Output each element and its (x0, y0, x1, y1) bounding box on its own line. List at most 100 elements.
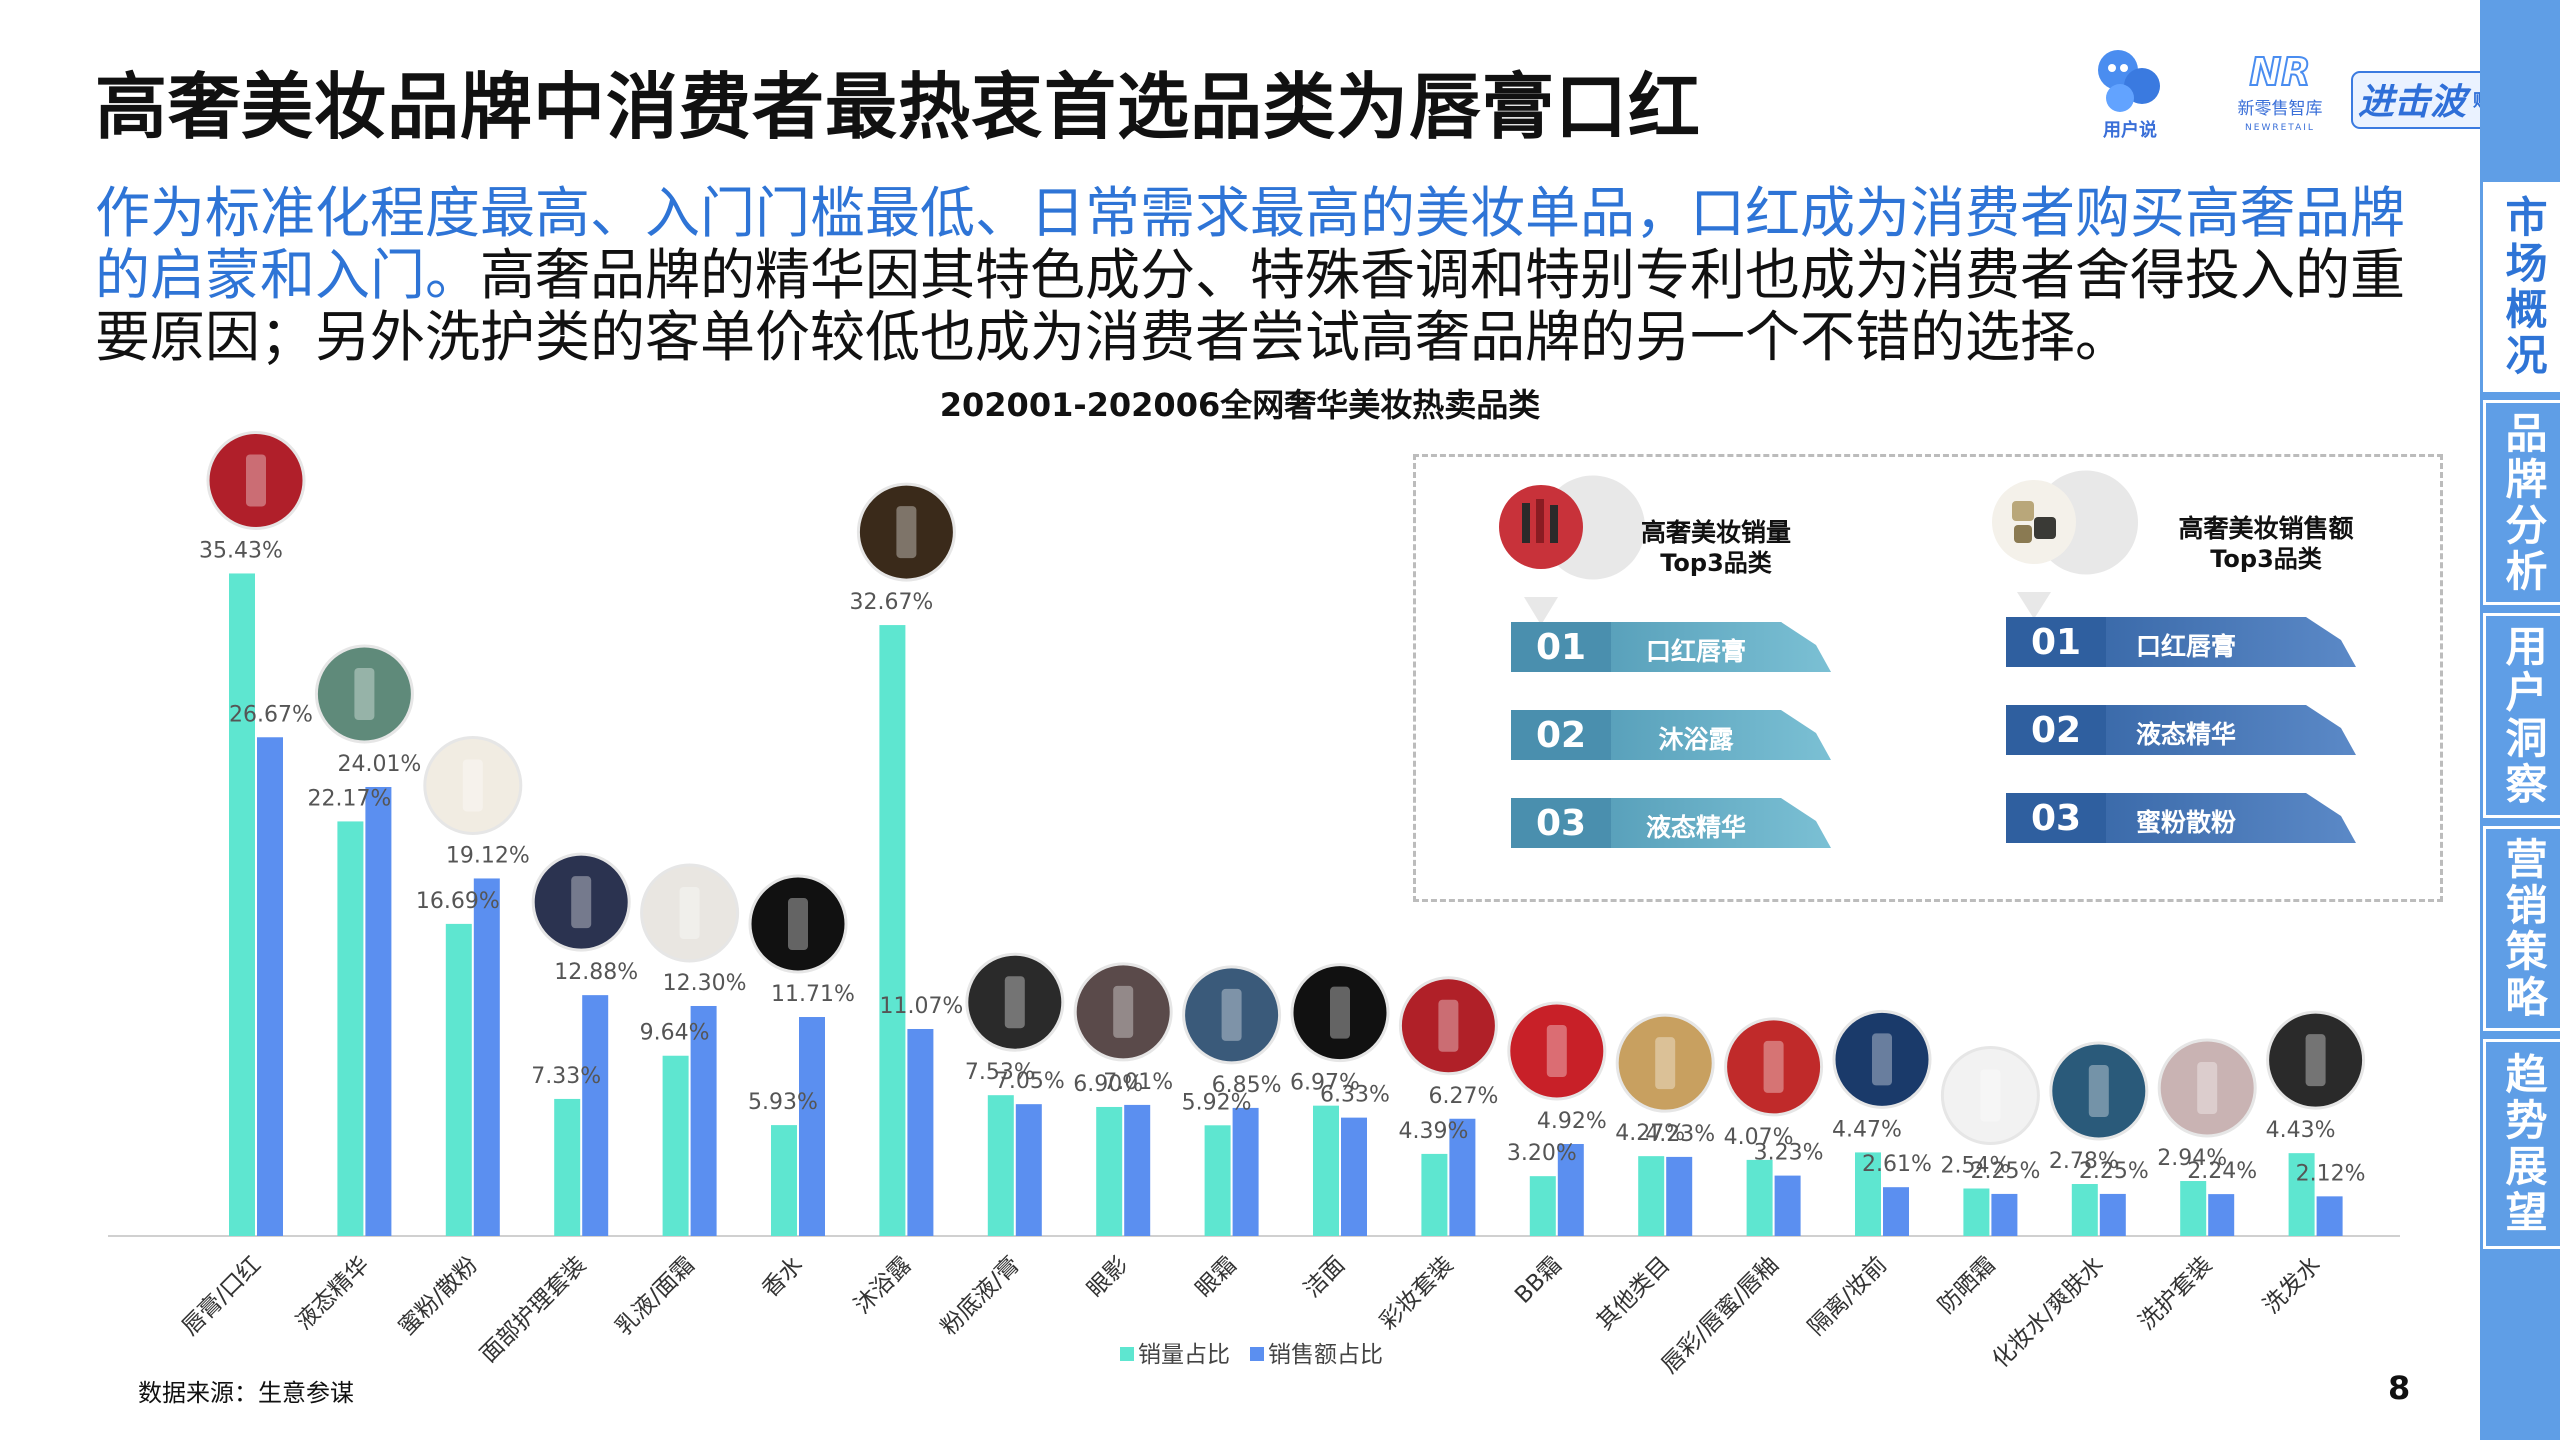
volume-value-label: 4.07% (1724, 1125, 1794, 1150)
volume-value-label: 7.53% (965, 1060, 1035, 1085)
sales-rank-num: 02 (2031, 710, 2081, 751)
sales-bar (2316, 1196, 2343, 1236)
product-shape-icon (571, 876, 592, 929)
volume-bar (445, 923, 472, 1236)
volume-bar (771, 1125, 797, 1236)
category-label: 彩妆套装 (1375, 1252, 1458, 1335)
sales-rank-num: 01 (2031, 622, 2081, 663)
sidebar-tab-trend[interactable]: 趋势展望 (2483, 1039, 2560, 1249)
product-image-icon (1073, 962, 1173, 1062)
sales-rank-label: 蜜粉散粉 (2136, 808, 2236, 837)
volume-bar (554, 1098, 581, 1236)
sales-value-label: 4.23% (1645, 1122, 1715, 1147)
sales-value-label: 7.01% (1103, 1070, 1173, 1095)
product-shape-icon (2088, 1065, 2109, 1118)
sales-bar (1557, 1143, 1584, 1236)
page-number: 8 (2388, 1369, 2411, 1407)
volume-subtitle: Top3品类 (1660, 549, 1773, 577)
volume-bar (2071, 1184, 2098, 1236)
product-image-icon (1940, 1046, 2040, 1146)
volume-bar (987, 1095, 1014, 1236)
top3-graphic: 高奢美妆销量 Top3品类 高奢美妆销售额 Top3品类 01 口红唇膏 02 … (1499, 470, 2356, 848)
product-image-icon (1615, 1013, 1715, 1113)
product-image-icon (2157, 1038, 2257, 1138)
volume-rank-3: 03 液态精华 (1511, 798, 1831, 848)
product-shape-icon (1655, 1037, 1676, 1090)
newretail-mark: NR (2249, 50, 2310, 94)
product-shape-icon (354, 668, 375, 721)
category-label: 面部护理套装 (475, 1252, 591, 1368)
category-label: 眼影 (1083, 1252, 1134, 1303)
product-image-icon (1290, 963, 1390, 1063)
user-say-label: 用户说 (2103, 119, 2157, 140)
sales-value-label: 6.27% (1428, 1084, 1498, 1109)
product-image-icon (965, 952, 1065, 1052)
top3-panel: 高奢美妆销量 Top3品类 高奢美妆销售额 Top3品类 01 口红唇膏 02 … (1413, 454, 2443, 902)
sales-value-label: 4.92% (1537, 1109, 1607, 1134)
sales-title: 高奢美妆销售额 (2178, 514, 2353, 543)
volume-bar (2288, 1153, 2315, 1236)
data-source: 数据来源：生意参谋 (138, 1379, 354, 1407)
product-image-icon (856, 482, 956, 582)
volume-bar (1963, 1188, 1990, 1236)
sales-bar (1015, 1104, 1042, 1236)
sidebar-tab-user[interactable]: 用户洞察 (2483, 613, 2560, 818)
product-shape-icon (896, 506, 917, 559)
sales-value-label: 12.88% (554, 960, 638, 985)
sales-bar (257, 737, 283, 1236)
sales-bar (1991, 1193, 2018, 1236)
product-image-icon (206, 430, 306, 530)
sidebar-tab-marketing[interactable]: 营销策略 (2483, 826, 2560, 1031)
product-shape-icon (1221, 988, 1242, 1041)
volume-bar (229, 573, 255, 1236)
sales-value-label: 11.71% (771, 982, 855, 1007)
sales-bar (2099, 1193, 2126, 1236)
sidebar-tab-market[interactable]: 市场概况 (2483, 182, 2560, 392)
category-label: BB霜 (1510, 1252, 1567, 1309)
volume-bar (337, 821, 364, 1236)
sales-bar (1449, 1118, 1476, 1236)
newretail-logo: NR 新零售智库 NEWRETAIL (2238, 49, 2323, 133)
sales-bar (582, 995, 609, 1236)
product-shape-icon (1438, 999, 1459, 1052)
volume-value-label: 35.43% (199, 538, 283, 563)
chart-legend: 销量占比 销售额占比 (1120, 1342, 1383, 1368)
product-image-icon (1507, 1001, 1607, 1101)
newretail-label: 新零售智库 (2238, 99, 2323, 119)
sales-bar (907, 1028, 934, 1236)
volume-value-label: 4.27% (1615, 1121, 1685, 1146)
volume-rank-num: 01 (1536, 627, 1586, 668)
product-image-icon (1398, 976, 1498, 1076)
volume-value-label: 22.17% (307, 786, 391, 811)
product-image-icon (314, 644, 414, 744)
sales-value-label: 2.12% (2296, 1161, 2366, 1186)
chart-title: 202001-202006全网奢华美妆热卖品类 (939, 386, 1541, 424)
product-shape-icon (788, 898, 808, 951)
summary-rest: 高奢品牌的精华因其特色成分、特殊香调和特别专利也成为消费者舍得投入的重要原因；另… (95, 243, 2406, 369)
volume-value-label: 5.93% (748, 1090, 818, 1115)
volume-bar (1096, 1106, 1123, 1236)
sales-bar (799, 1017, 825, 1236)
volume-rank-num: 03 (1536, 803, 1586, 844)
volume-rank-2: 02 沐浴露 (1511, 710, 1831, 760)
sales-value-label: 12.30% (663, 971, 747, 996)
sidebar-tab-brand[interactable]: 品牌分析 (2483, 400, 2560, 605)
sidebar-tab-label: 营销策略 (2499, 836, 2548, 1021)
sidebar-tab-label: 品牌分析 (2499, 410, 2548, 595)
category-label: 其他类目 (1592, 1252, 1675, 1335)
newretail-sub: NEWRETAIL (2245, 123, 2315, 133)
product-image-icon (1182, 965, 1282, 1065)
sales-bar (1774, 1175, 1801, 1236)
volume-value-label: 4.47% (1832, 1117, 1902, 1142)
volume-rank-label: 液态精华 (1646, 813, 1746, 842)
product-image-icon (423, 735, 523, 835)
sales-value-label: 3.23% (1754, 1141, 1824, 1166)
volume-value-label: 2.54% (1940, 1154, 2010, 1179)
product-image-icon (531, 852, 631, 952)
sales-subtitle: Top3品类 (2210, 545, 2323, 573)
category-label: 化妆水/爽肤水 (1988, 1252, 2109, 1373)
volume-value-label: 2.78% (2049, 1149, 2119, 1174)
product-image-icon (2266, 1010, 2366, 1110)
volume-value-label: 7.33% (531, 1064, 601, 1089)
bar-chart: 35.43% 26.67% 唇膏/口红 22.17% 24.01% 液态精华 16.69% 1… (108, 430, 2400, 1379)
